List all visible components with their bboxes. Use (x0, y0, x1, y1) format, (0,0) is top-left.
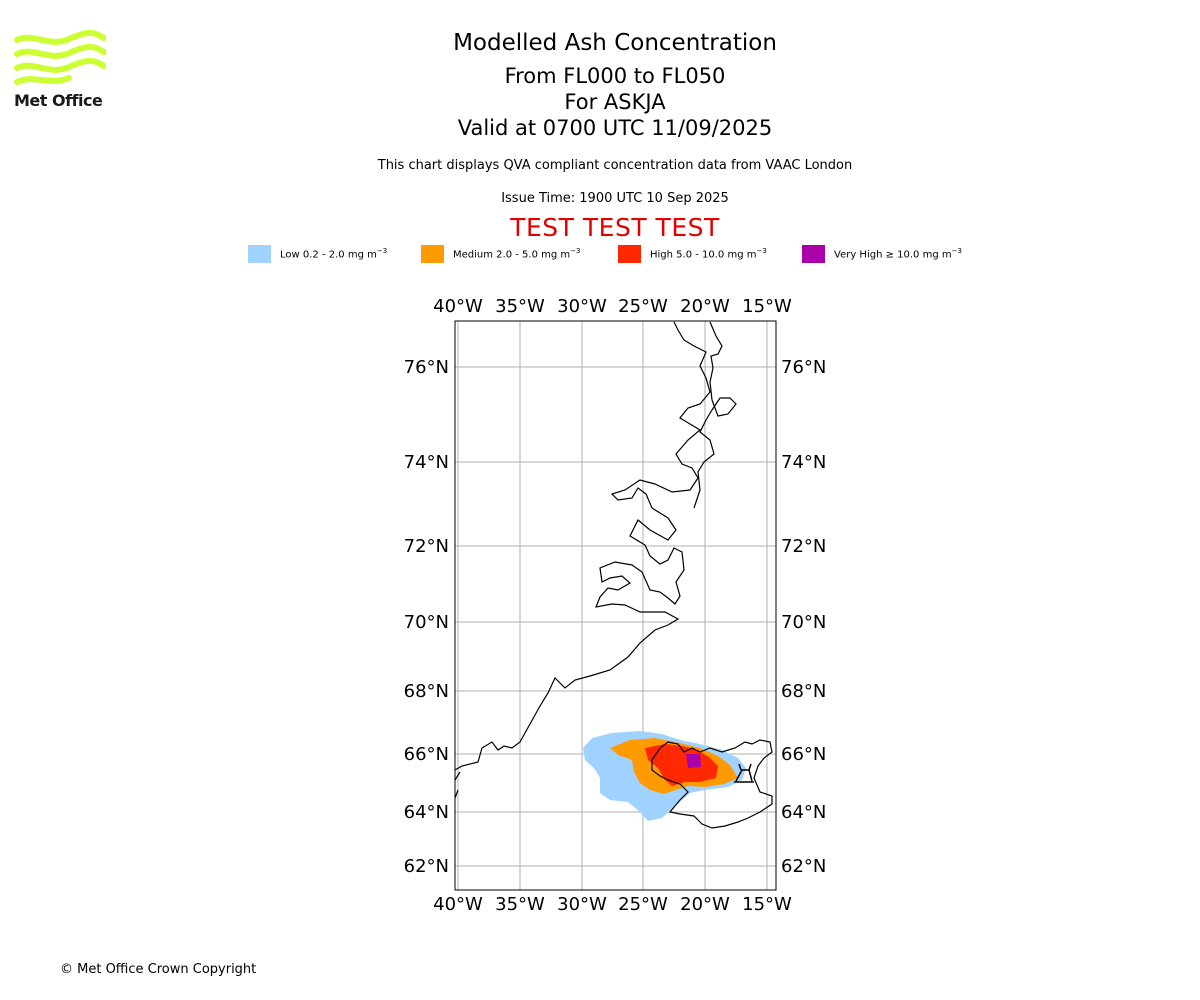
legend-label-high: High 5.0 - 10.0 mg m (650, 249, 757, 261)
legend-item-medium: Medium 2.0 - 5.0 mg m−3 (421, 244, 580, 264)
ash-area-very-high (686, 754, 701, 768)
legend-item-very-high: Very High ≥ 10.0 mg m−3 (802, 244, 962, 264)
lon-tick-bottom: 15°W (742, 894, 792, 915)
lat-tick-left: 72°N (404, 536, 449, 557)
legend-label-very-high: Very High ≥ 10.0 mg m (834, 249, 952, 261)
legend-label-low: Low 0.2 - 2.0 mg m (280, 249, 377, 261)
legend-item-high: High 5.0 - 10.0 mg m−3 (618, 244, 767, 264)
lat-tick-right: 66°N (781, 744, 826, 765)
lat-tick-left: 66°N (404, 744, 449, 765)
test-banner: TEST TEST TEST (510, 213, 720, 242)
lat-tick-right: 64°N (781, 802, 826, 823)
lat-tick-right: 76°N (781, 357, 826, 378)
lat-tick-left: 70°N (404, 612, 449, 633)
legend-swatch-medium (421, 245, 444, 263)
lon-tick-top: 35°W (495, 296, 545, 317)
lat-tick-left: 62°N (404, 856, 449, 877)
valid-time: Valid at 0700 UTC 11/09/2025 (457, 116, 773, 140)
lat-tick-right: 62°N (781, 856, 826, 877)
copyright-text: © Met Office Crown Copyright (60, 962, 257, 977)
lon-tick-top: 40°W (433, 296, 483, 317)
coastline-greenland-east (693, 321, 737, 509)
volcano-name: For ASKJA (564, 90, 666, 114)
lat-tick-left: 76°N (404, 357, 449, 378)
lon-tick-top: 20°W (680, 296, 730, 317)
page-title: Modelled Ash Concentration (453, 30, 777, 56)
map-frame (454, 320, 777, 891)
lon-tick-bottom: 25°W (618, 894, 668, 915)
legend-swatch-very-high (802, 245, 825, 263)
lat-tick-right: 68°N (781, 681, 826, 702)
legend-item-low: Low 0.2 - 2.0 mg m−3 (248, 244, 387, 264)
lat-tick-left: 64°N (404, 802, 449, 823)
lat-tick-right: 72°N (781, 536, 826, 557)
lon-tick-bottom: 20°W (680, 894, 730, 915)
ash-concentration-map: 40°W 35°W 30°W 25°W 20°W 15°W 40°W 35°W … (404, 296, 827, 915)
lon-tick-top: 30°W (557, 296, 607, 317)
lat-tick-left: 74°N (404, 452, 449, 473)
lat-tick-left: 68°N (404, 681, 449, 702)
disclaimer-text: This chart displays QVA compliant concen… (377, 158, 853, 173)
coastline-iceland (651, 739, 773, 829)
issue-time: Issue Time: 1900 UTC 10 Sep 2025 (501, 191, 729, 206)
legend-swatch-low (248, 245, 271, 263)
logo-wordmark: Met Office (14, 91, 103, 110)
met-office-logo-icon (14, 30, 106, 85)
lat-tick-right: 70°N (781, 612, 826, 633)
map-gridlines (455, 321, 776, 890)
coastline-greenland (455, 321, 711, 771)
lat-tick-right: 74°N (781, 452, 826, 473)
legend-swatch-high (618, 245, 641, 263)
lon-tick-bottom: 30°W (557, 894, 607, 915)
flight-level-range: From FL000 to FL050 (504, 64, 726, 88)
volcano-icon (734, 763, 754, 783)
lon-tick-bottom: 40°W (433, 894, 483, 915)
lon-tick-top: 15°W (742, 296, 792, 317)
legend-label-medium: Medium 2.0 - 5.0 mg m (453, 249, 571, 261)
lon-tick-bottom: 35°W (495, 894, 545, 915)
lon-tick-top: 25°W (618, 296, 668, 317)
